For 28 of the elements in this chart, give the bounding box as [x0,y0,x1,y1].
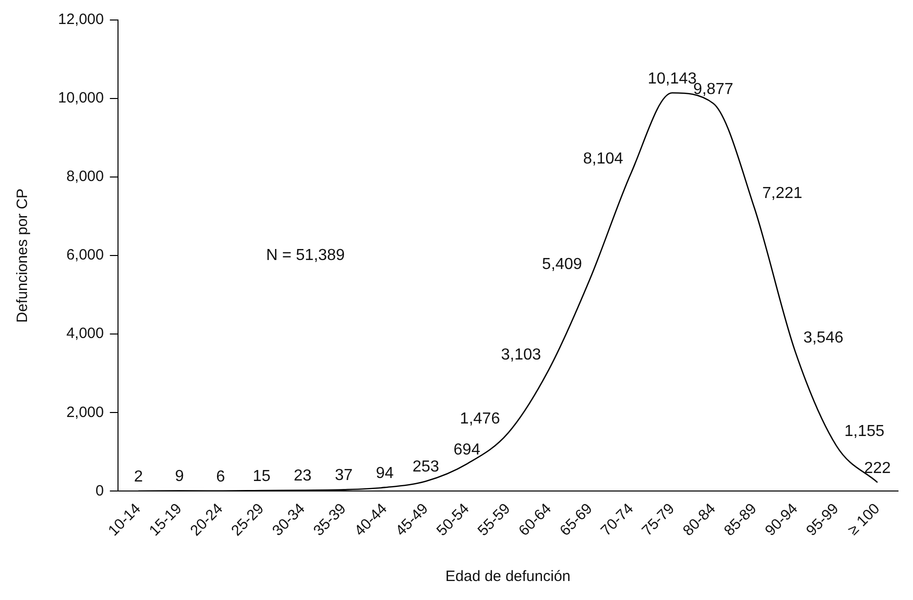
y-tick-label: 8,000 [66,168,104,186]
data-label: 6 [216,468,226,486]
x-axis-title: Edad de defunción [445,568,570,586]
data-label: 222 [864,460,891,477]
data-label: 2 [134,468,143,486]
y-tick-label: 2,000 [66,404,104,421]
data-label: 94 [376,464,394,482]
data-label: 5,409 [542,256,582,274]
data-label: 1,476 [460,410,500,428]
annotation: N = 51,389 [266,246,345,264]
data-label: 3,103 [500,346,542,364]
data-label: 7,221 [762,185,802,202]
data-label: 8,104 [583,150,624,168]
data-label: 37 [334,467,353,484]
x-tick-label: ≥ 100 [844,500,884,539]
y-axis-title: Defunciones por CP [14,188,32,323]
y-tick-label: 4,000 [66,325,104,342]
y-tick-label: 6,000 [66,246,104,264]
data-label: 23 [294,468,312,485]
y-tick-label: 0 [96,482,104,500]
y-tick-label: 12,000 [58,11,104,28]
data-label: 3,546 [803,329,844,346]
data-label: 9 [175,468,184,486]
data-label: 253 [412,458,440,476]
y-tick-label: 10,000 [58,90,104,107]
data-label: 1,155 [844,423,885,440]
data-label: 694 [454,441,480,458]
data-label: 15 [252,468,271,485]
